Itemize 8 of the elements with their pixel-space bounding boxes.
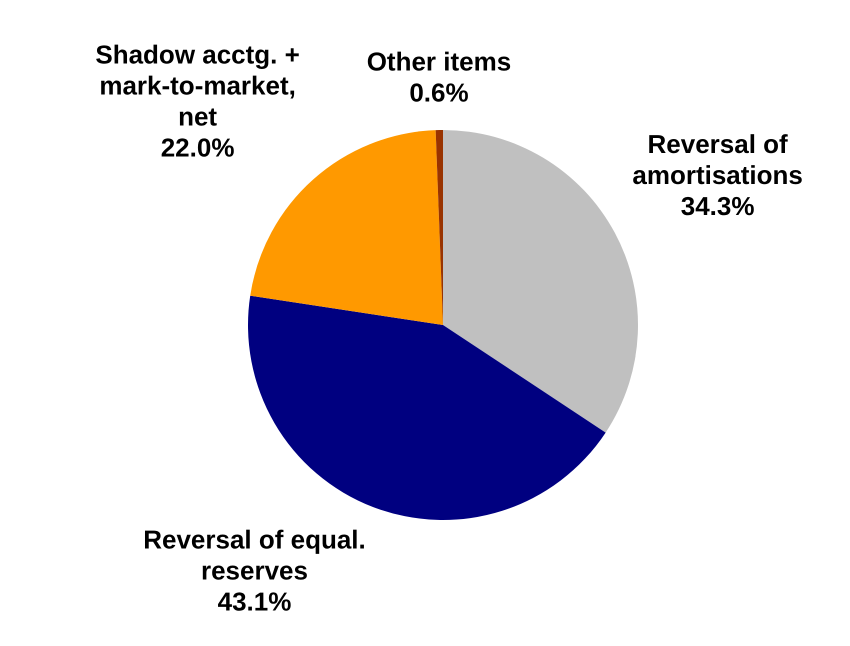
data-label: 34.3% [680,190,754,221]
data-label: 43.1% [218,586,292,616]
slice-label: Reversal of equal. reserves [143,524,366,586]
slice-label: Shadow acctg. + mark-to-market, net [95,39,300,132]
data-label: 22.0% [160,132,234,162]
slice-label: Reversal of amortisations [632,128,803,190]
data-label: 0.6% [409,78,469,108]
slice-label: Other items [366,46,512,77]
